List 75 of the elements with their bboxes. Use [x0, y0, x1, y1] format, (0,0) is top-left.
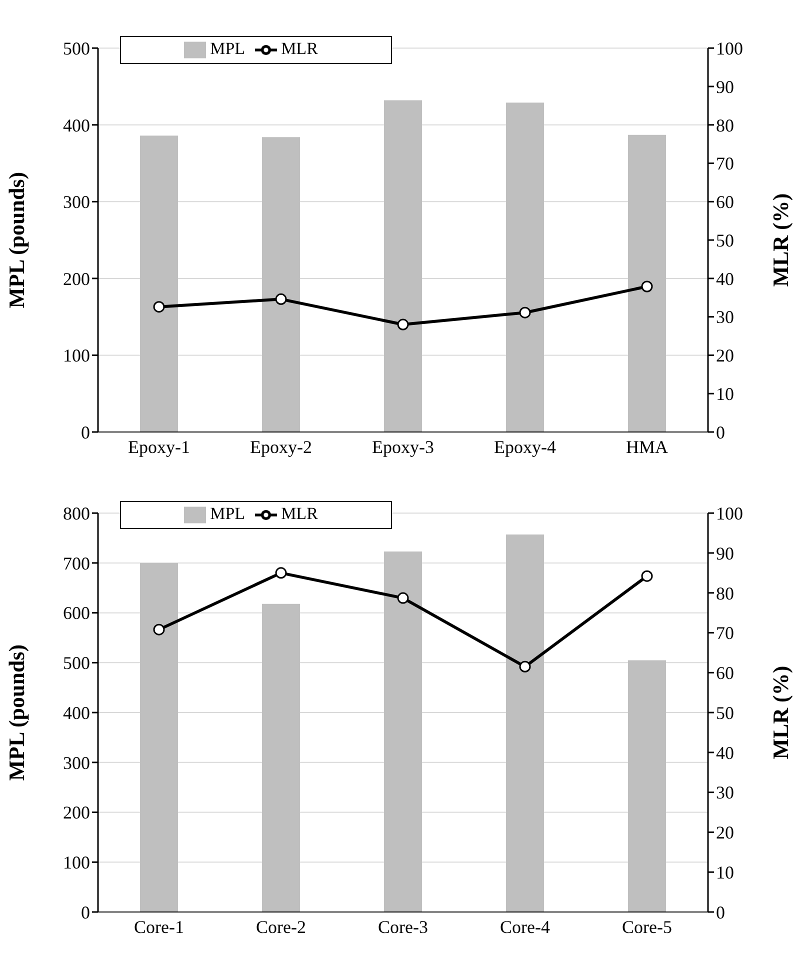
y-tick-label: 100 — [63, 346, 90, 366]
y-tick-label: 0 — [81, 422, 90, 442]
y-axis-title: MPL (pounds) — [4, 172, 29, 308]
y2-tick-label: 10 — [716, 384, 734, 404]
legend-label: MLR — [281, 504, 318, 523]
legend-label: MPL — [210, 504, 246, 523]
y2-tick-label: 20 — [716, 346, 734, 366]
y2-tick-label: 100 — [716, 38, 743, 58]
y2-tick-label: 40 — [716, 742, 734, 763]
legend-label: MLR — [281, 39, 318, 58]
x-tick-label: HMA — [626, 436, 668, 457]
y2-tick-label: 50 — [716, 702, 734, 723]
x-tick-label: Core-2 — [256, 916, 306, 937]
x-tick-label: Core-5 — [622, 916, 672, 937]
y2-tick-label: 60 — [716, 663, 734, 684]
bar — [262, 137, 300, 432]
x-tick-label: Epoxy-3 — [372, 436, 434, 457]
y2-tick-label: 10 — [716, 862, 734, 882]
legend-label: MPL — [210, 39, 246, 58]
bar — [140, 562, 178, 912]
point — [275, 293, 287, 305]
y-tick-label: 700 — [63, 553, 90, 574]
y2-tick-label: 60 — [716, 192, 734, 212]
point — [519, 306, 531, 318]
y-tick-label: 400 — [63, 702, 90, 723]
x-tick-label: Epoxy-4 — [494, 436, 556, 457]
point — [153, 301, 165, 313]
y2-tick-label: 30 — [716, 782, 734, 803]
y-tick-label: 300 — [63, 192, 90, 212]
point — [397, 592, 409, 604]
bar — [262, 604, 300, 912]
y-tick-label: 500 — [63, 38, 90, 58]
y2-axis-title: MLR (%) — [768, 666, 793, 760]
y2-tick-label: 30 — [716, 307, 734, 328]
bar — [506, 534, 544, 912]
bar — [384, 551, 422, 912]
y2-tick-label: 0 — [716, 902, 725, 922]
y2-tick-label: 50 — [716, 230, 734, 250]
x-tick-label: Core-1 — [134, 916, 184, 937]
bar — [384, 100, 422, 432]
bar — [628, 134, 666, 432]
point — [397, 318, 409, 330]
y2-tick-label: 70 — [716, 154, 734, 174]
y2-tick-label: 20 — [716, 822, 734, 843]
y-tick-label: 800 — [63, 503, 90, 524]
y-tick-label: 200 — [63, 268, 90, 289]
y2-tick-label: 90 — [716, 543, 734, 564]
y-tick-label: 500 — [63, 653, 90, 674]
y2-tick-label: 70 — [716, 623, 734, 644]
y2-tick-label: 40 — [716, 268, 734, 289]
x-tick-label: Core-3 — [378, 916, 428, 937]
bar — [506, 102, 544, 432]
point — [641, 280, 653, 292]
y-tick-label: 0 — [81, 902, 90, 922]
y2-tick-label: 90 — [716, 76, 734, 97]
point — [641, 570, 653, 582]
y2-tick-label: 0 — [716, 422, 725, 442]
y-tick-label: 200 — [63, 802, 90, 823]
y2-tick-label: 80 — [716, 115, 734, 136]
y-tick-label: 300 — [63, 752, 90, 773]
y2-axis-title: MLR (%) — [768, 193, 793, 287]
bar — [628, 660, 666, 912]
bar — [140, 136, 178, 432]
x-tick-label: Epoxy-1 — [128, 436, 190, 457]
y-axis-title: MPL (pounds) — [4, 644, 29, 781]
y-tick-label: 600 — [63, 603, 90, 624]
x-tick-label: Epoxy-2 — [250, 436, 312, 457]
point — [519, 660, 531, 672]
point — [153, 624, 165, 636]
point — [275, 567, 287, 579]
y-tick-label: 100 — [63, 852, 90, 873]
y2-tick-label: 80 — [716, 583, 734, 604]
y-tick-label: 400 — [63, 115, 90, 136]
y2-tick-label: 100 — [716, 503, 743, 524]
x-tick-label: Core-4 — [500, 916, 550, 937]
